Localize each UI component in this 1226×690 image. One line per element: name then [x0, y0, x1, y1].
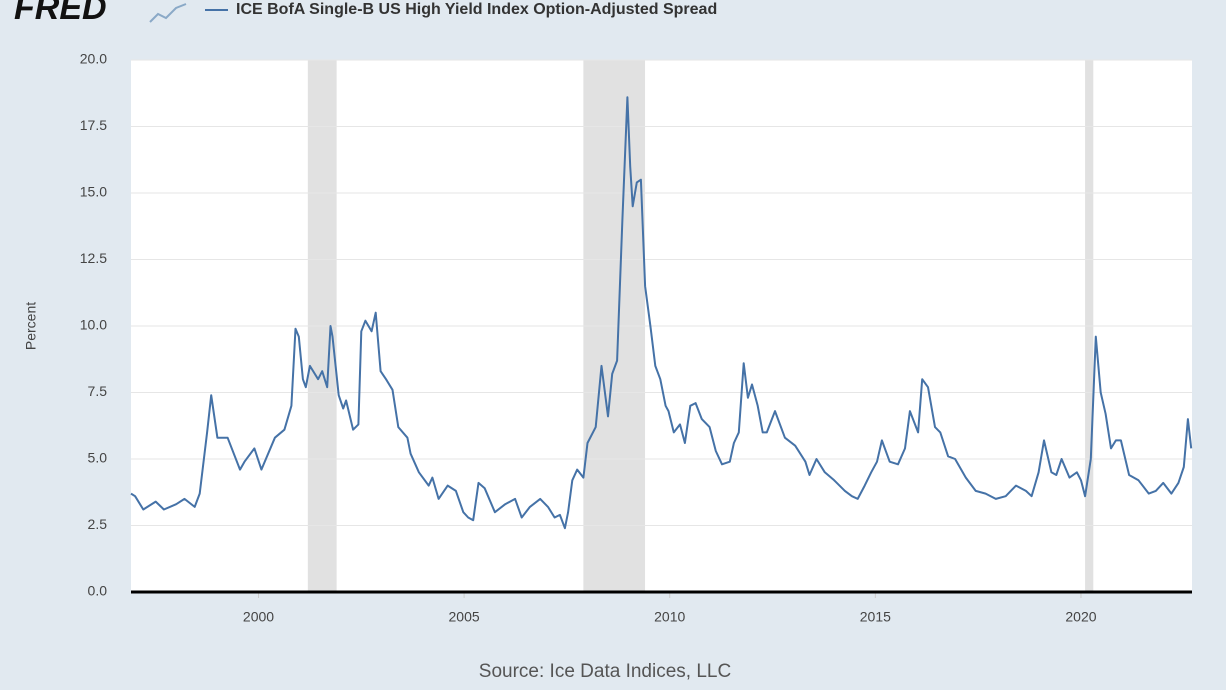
y-tick-label: 15.0	[80, 184, 107, 200]
x-tick-label: 2015	[860, 609, 891, 625]
y-axis-label: Percent	[23, 302, 39, 350]
x-tick-label: 2020	[1065, 609, 1096, 625]
y-tick-label: 17.5	[80, 117, 107, 133]
y-tick-label: 5.0	[88, 450, 108, 466]
x-tick-label: 2005	[449, 609, 480, 625]
y-tick-label: 0.0	[88, 583, 108, 599]
logo-icon	[149, 3, 187, 23]
y-tick-label: 10.0	[80, 317, 107, 333]
x-tick-label: 2010	[654, 609, 685, 625]
y-tick-label: 2.5	[88, 516, 108, 532]
source: Source: Ice Data Indices, LLC	[479, 661, 731, 682]
series-line	[130, 96, 1193, 530]
y-tick-label: 12.5	[80, 250, 107, 266]
x-tick-label: 2000	[243, 609, 274, 625]
legend-label: ICE BofA Single-B US High Yield Index Op…	[236, 1, 717, 18]
logo: FRED	[14, 0, 107, 27]
y-tick-label: 20.0	[80, 51, 107, 67]
y-tick-label: 7.5	[88, 383, 108, 399]
